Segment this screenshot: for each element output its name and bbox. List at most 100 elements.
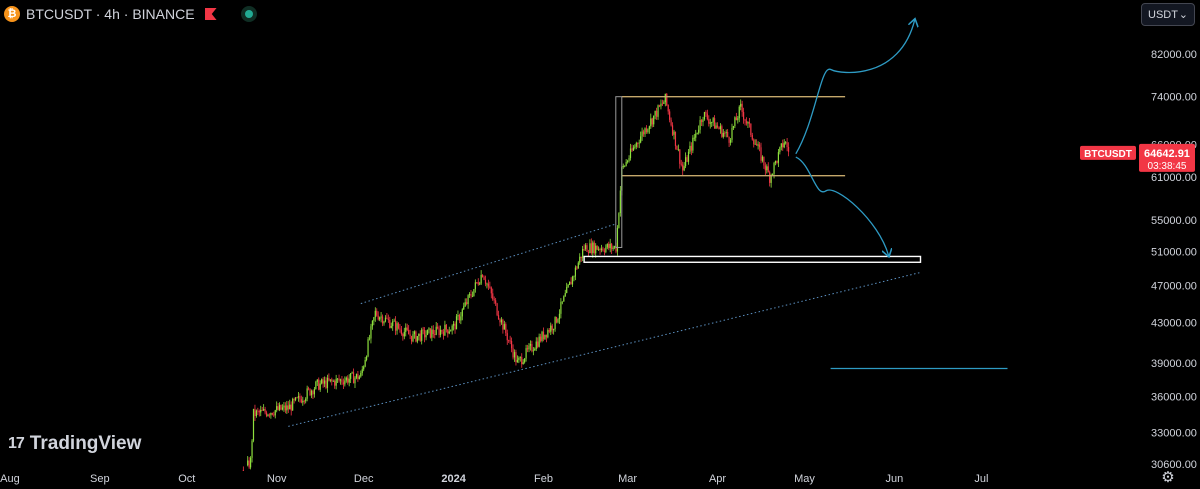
candle [718,127,720,130]
candle [724,132,726,134]
candle [558,313,561,320]
candle [648,126,650,130]
candle [444,324,446,336]
candle [287,405,289,410]
candle [403,331,405,337]
candle [454,323,456,330]
candle [657,105,659,117]
candle [583,249,585,250]
candle [260,409,262,413]
candle [450,330,452,332]
candle [722,132,724,137]
candle [650,118,652,127]
candle [751,135,753,140]
candle [548,330,550,332]
currency-selector[interactable]: USDT ⌄ [1141,3,1195,26]
candle [351,372,353,374]
candle [500,319,503,323]
candle [734,117,736,127]
candle [508,340,510,342]
candle [758,144,761,148]
candle [486,283,488,285]
candle [566,287,568,294]
candle [603,250,605,252]
candle [711,122,713,124]
candle [647,129,649,133]
candle [535,341,537,349]
candle [770,174,772,183]
flag-icon[interactable] [204,8,217,20]
currency-label: USDT [1148,8,1178,21]
candle [772,173,774,175]
candle [413,331,416,335]
market-status-icon[interactable] [240,6,257,22]
candle [418,333,420,337]
candle [387,318,389,320]
candle [787,147,790,152]
candle [435,326,437,335]
candle [325,380,327,388]
candle [496,303,498,316]
candle [464,302,466,307]
candle [706,113,708,120]
candle [679,149,681,164]
candle [599,248,601,251]
candle [763,156,765,166]
candle [322,379,324,384]
candle [284,405,286,411]
candle [318,379,320,390]
candle [424,330,426,338]
candle [484,279,487,284]
candle [299,396,301,400]
candle [685,157,687,167]
candle [296,397,298,399]
candle [361,369,363,374]
last-price-tag-bg [1139,143,1195,172]
candle [463,306,465,310]
candle [406,327,408,330]
symbol-header[interactable]: ₿ BTCUSDT · 4h · BINANCE [4,4,257,24]
candle [605,247,607,252]
candle [393,320,395,322]
candle [350,373,352,379]
candle [270,412,272,416]
candle [695,133,697,138]
candle [392,321,394,327]
candle [592,242,594,254]
candle [666,93,668,106]
candle [671,125,674,135]
gear-icon[interactable]: ⚙ [1161,469,1175,486]
candle [422,329,424,331]
candle [306,388,308,399]
candle [267,414,269,416]
candle [438,328,440,336]
candle [360,373,362,377]
candle [709,122,711,124]
candle [664,93,666,103]
candle [335,378,337,386]
tradingview-logo[interactable]: 17 TradingView [8,433,141,455]
candle [628,158,630,161]
candle [738,106,740,119]
candle [310,390,313,396]
candle [522,362,524,365]
candle [683,166,685,171]
candle [428,328,430,330]
candle [364,359,366,367]
time-axis-label: Aug [0,473,20,485]
candle [468,294,471,296]
candle [779,147,781,153]
candle [764,165,766,171]
candle [584,245,587,250]
candle [338,378,340,381]
candle [526,348,529,350]
symbol-title[interactable]: BTCUSDT · 4h · BINANCE [26,6,195,22]
candle [531,344,533,352]
candle [670,119,672,126]
candle [721,126,723,137]
candle [660,103,662,107]
time-axis-label: Jun [886,473,904,485]
candle [383,321,385,324]
candle [547,330,549,338]
